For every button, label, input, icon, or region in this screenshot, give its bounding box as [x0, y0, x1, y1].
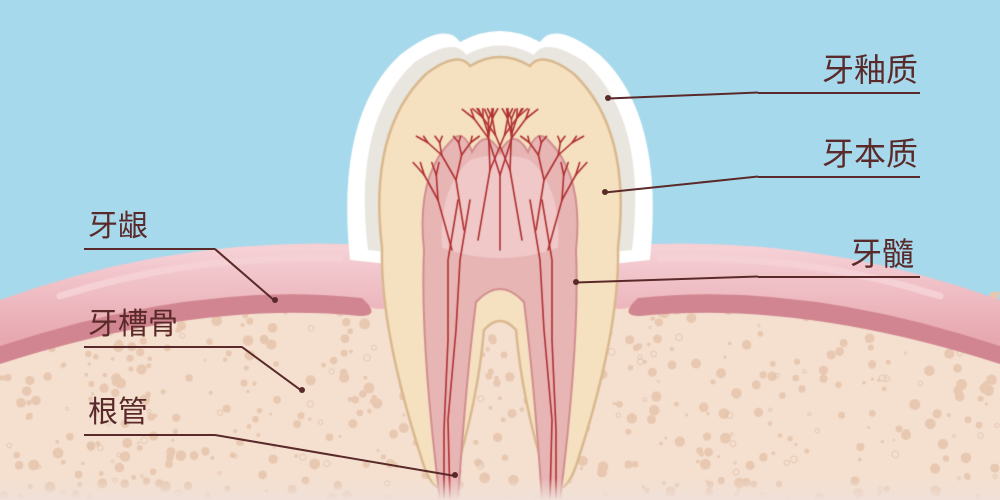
label-canal: 根管	[88, 398, 148, 428]
leader-dot-canal	[452, 472, 458, 478]
leader-dot-bone	[299, 387, 305, 393]
underline-bone	[84, 346, 242, 348]
label-dentin: 牙本质	[822, 138, 918, 170]
label-bone: 牙槽骨	[88, 310, 178, 340]
leader-dot-enamel	[605, 95, 611, 101]
label-enamel: 牙釉质	[822, 54, 918, 86]
underline-gum	[84, 248, 215, 250]
leader-dot-gum	[272, 297, 278, 303]
underline-canal	[84, 434, 215, 436]
label-pulp: 牙髓	[850, 238, 914, 270]
label-gum: 牙龈	[88, 212, 148, 242]
underline-pulp	[758, 276, 920, 278]
leader-dot-pulp	[573, 279, 579, 285]
leader-dot-dentin	[602, 189, 608, 195]
underline-enamel	[758, 92, 920, 94]
underline-dentin	[758, 176, 920, 178]
